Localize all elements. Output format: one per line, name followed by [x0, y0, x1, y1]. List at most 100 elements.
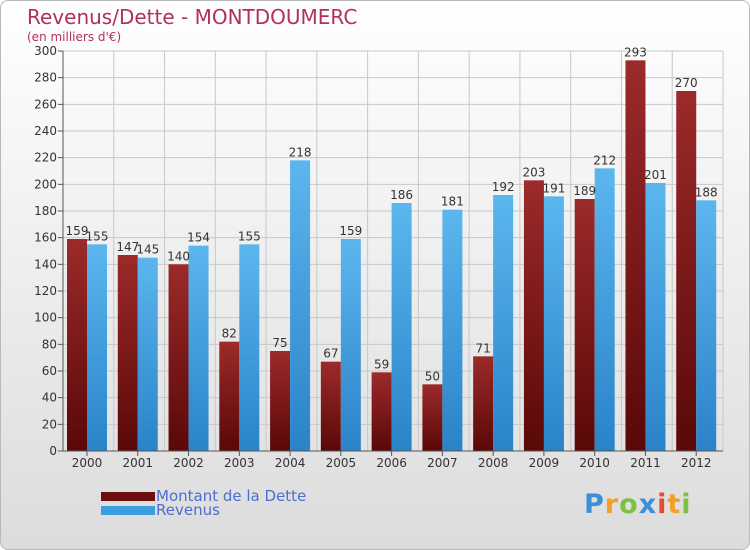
logo-letter: o — [619, 489, 639, 520]
legend-swatch-dette — [101, 491, 155, 501]
label-revenus-2012: 188 — [695, 185, 718, 199]
logo-letter: r — [604, 489, 620, 520]
bar-dette-2006 — [371, 372, 392, 451]
logo-letter: i — [657, 489, 668, 520]
label-revenus-2003: 155 — [238, 229, 261, 243]
logo-letter: P — [584, 489, 605, 520]
bars — [67, 60, 717, 452]
label-revenus-2002: 154 — [187, 231, 210, 245]
label-dette-2012: 270 — [675, 76, 698, 90]
label-dette-2003: 82 — [222, 327, 237, 341]
bar-revenus-2008 — [493, 195, 514, 451]
y-tick-label: 260 — [34, 97, 57, 111]
bar-dette-2004 — [270, 351, 291, 451]
label-dette-2006: 59 — [374, 357, 389, 371]
label-dette-2007: 50 — [425, 369, 440, 383]
y-tick-label: 80 — [42, 337, 57, 351]
bar-dette-2000 — [67, 239, 87, 451]
x-tick-label-2010: 2010 — [579, 456, 610, 470]
x-tick-label-2002: 2002 — [173, 456, 204, 470]
y-tick-label: 0 — [49, 444, 57, 458]
label-revenus-2001: 145 — [136, 243, 159, 257]
bar-revenus-2004 — [290, 160, 311, 452]
bar-revenus-2007 — [442, 209, 463, 451]
bar-revenus-2000 — [87, 244, 107, 451]
y-tick-label: 160 — [34, 231, 57, 245]
label-revenus-2011: 201 — [644, 168, 667, 182]
x-tick-label-2007: 2007 — [427, 456, 458, 470]
x-tick-label-2011: 2011 — [630, 456, 661, 470]
bar-dette-2005 — [320, 361, 341, 451]
label-revenus-2005: 159 — [339, 224, 362, 238]
x-tick-label-2003: 2003 — [224, 456, 255, 470]
bar-revenus-2011 — [645, 183, 666, 451]
bar-revenus-2005 — [340, 239, 361, 451]
bar-dette-2011 — [625, 60, 646, 451]
x-tick-label-2009: 2009 — [529, 456, 560, 470]
y-tick-label: 100 — [34, 311, 57, 325]
label-dette-2010: 189 — [573, 184, 596, 198]
y-tick-label: 300 — [34, 44, 57, 58]
y-tick-label: 20 — [42, 417, 57, 431]
label-dette-2001: 147 — [116, 240, 139, 254]
label-dette-2004: 75 — [272, 336, 287, 350]
label-dette-2002: 140 — [167, 249, 190, 263]
proxiti-logo: Proxiti — [584, 489, 692, 520]
logo-letter: x — [638, 489, 658, 520]
y-tick-label: 240 — [34, 124, 57, 138]
legend-swatch-revenus — [101, 505, 155, 515]
legend-item-revenus: Revenus — [101, 502, 220, 518]
label-revenus-2010: 212 — [593, 153, 616, 167]
label-dette-2000: 159 — [66, 224, 89, 238]
y-tick-label: 180 — [34, 204, 57, 218]
label-dette-2011: 293 — [624, 45, 647, 59]
bar-revenus-2012 — [696, 200, 717, 451]
y-tick-label: 200 — [34, 177, 57, 191]
x-tick-label-2005: 2005 — [326, 456, 357, 470]
label-revenus-2009: 191 — [542, 181, 565, 195]
bar-dette-2002 — [168, 264, 189, 451]
x-tick-label-2008: 2008 — [478, 456, 509, 470]
logo-letter: t — [667, 489, 682, 520]
bar-revenus-2001 — [137, 257, 158, 451]
bar-dette-2010 — [574, 199, 595, 451]
legend-label-revenus: Revenus — [156, 501, 220, 519]
y-tick-label: 60 — [42, 364, 57, 378]
x-tick-label-2000: 2000 — [72, 456, 103, 470]
y-tick-label: 120 — [34, 284, 57, 298]
bar-dette-2009 — [523, 180, 544, 452]
bar-revenus-2010 — [594, 168, 615, 452]
label-revenus-2000: 155 — [86, 229, 109, 243]
bar-dette-2012 — [676, 91, 697, 451]
label-dette-2005: 67 — [323, 347, 338, 361]
y-tick-label: 280 — [34, 71, 57, 85]
bar-dette-2001 — [117, 255, 138, 451]
label-revenus-2008: 192 — [492, 180, 515, 194]
bar-dette-2003 — [219, 341, 240, 451]
label-revenus-2004: 218 — [289, 145, 312, 159]
chart-subtitle: (en milliers d'€) — [27, 30, 122, 44]
logo-letter: i — [681, 489, 692, 520]
legend-item-dette: Montant de la Dette — [101, 488, 306, 504]
x-tick-label-2006: 2006 — [376, 456, 407, 470]
label-revenus-2007: 181 — [441, 195, 464, 209]
y-tick-label: 140 — [34, 257, 57, 271]
bar-revenus-2002 — [188, 245, 209, 451]
bar-dette-2007 — [422, 384, 443, 451]
x-tick-label-2001: 2001 — [122, 456, 153, 470]
label-dette-2008: 71 — [476, 341, 491, 355]
bar-revenus-2006 — [391, 203, 412, 451]
label-revenus-2006: 186 — [390, 188, 413, 202]
bar-dette-2008 — [473, 356, 494, 451]
y-tick-label: 40 — [42, 391, 57, 405]
legend-label-dette: Montant de la Dette — [156, 487, 307, 505]
bar-revenus-2003 — [239, 244, 260, 451]
x-tick-label-2012: 2012 — [681, 456, 712, 470]
chart-title: Revenus/Dette - MONTDOUMERC — [27, 5, 358, 29]
y-tick-label: 220 — [34, 151, 57, 165]
x-tick-label-2004: 2004 — [275, 456, 306, 470]
label-dette-2009: 203 — [522, 165, 545, 179]
